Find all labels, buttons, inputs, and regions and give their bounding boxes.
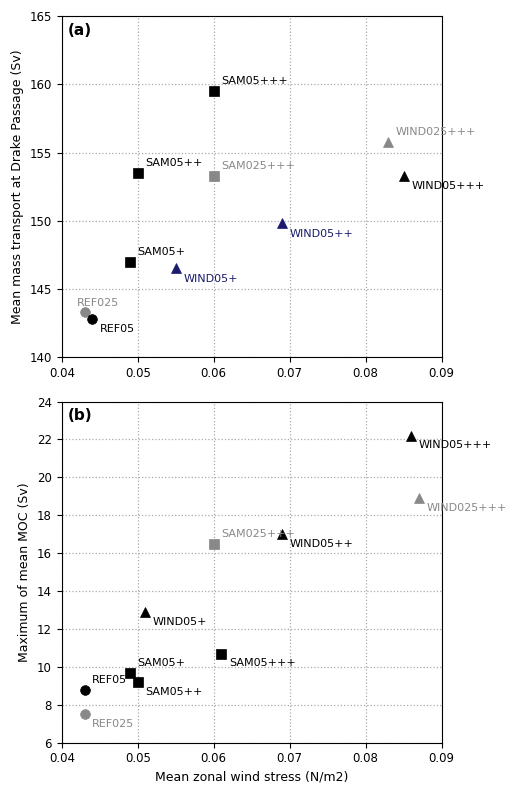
Text: (a): (a) bbox=[67, 23, 92, 38]
Text: REF025: REF025 bbox=[77, 298, 119, 308]
Y-axis label: Mean mass transport at Drake Passage (Sv): Mean mass transport at Drake Passage (Sv… bbox=[11, 49, 24, 324]
Text: SAM05++: SAM05++ bbox=[145, 158, 203, 169]
Text: SAM05+: SAM05+ bbox=[138, 657, 186, 668]
Text: WIND05++: WIND05++ bbox=[290, 229, 354, 239]
Text: SAM025+++: SAM025+++ bbox=[221, 161, 295, 171]
Text: (b): (b) bbox=[67, 409, 92, 424]
Text: WIND05++: WIND05++ bbox=[290, 539, 354, 549]
Text: SAM025+++: SAM025+++ bbox=[221, 529, 295, 539]
Text: REF025: REF025 bbox=[92, 719, 134, 729]
Y-axis label: Maximum of mean MOC (Sv): Maximum of mean MOC (Sv) bbox=[19, 483, 32, 662]
Text: WIND05+++: WIND05+++ bbox=[419, 440, 492, 451]
Text: WIND05+: WIND05+ bbox=[153, 617, 207, 626]
Text: SAM05+++: SAM05+++ bbox=[229, 658, 296, 669]
Text: SAM05+++: SAM05+++ bbox=[221, 76, 288, 87]
Text: WIND05+: WIND05+ bbox=[184, 274, 238, 284]
Text: WIND025+++: WIND025+++ bbox=[427, 503, 507, 513]
Text: SAM05++: SAM05++ bbox=[145, 687, 203, 696]
Text: WIND025+++: WIND025+++ bbox=[396, 127, 476, 137]
Text: SAM05+: SAM05+ bbox=[138, 247, 186, 257]
Text: REF05: REF05 bbox=[92, 675, 127, 684]
Text: WIND05+++: WIND05+++ bbox=[411, 181, 484, 191]
X-axis label: Mean zonal wind stress (N/m2): Mean zonal wind stress (N/m2) bbox=[155, 771, 348, 784]
Text: REF05: REF05 bbox=[100, 324, 135, 335]
